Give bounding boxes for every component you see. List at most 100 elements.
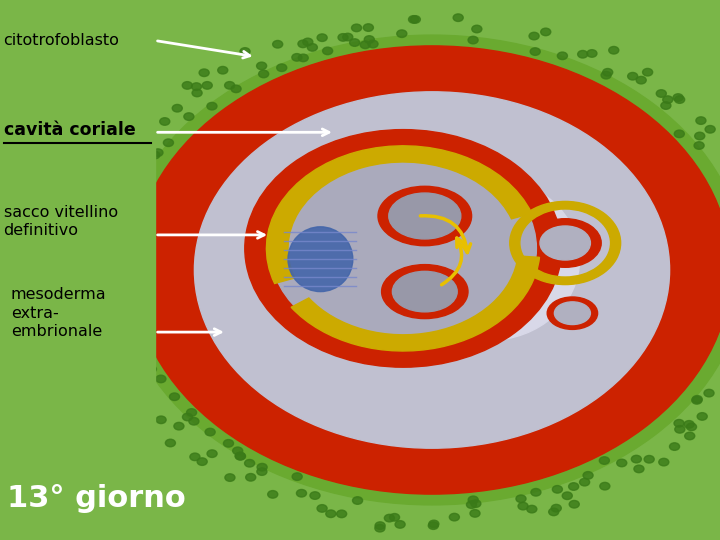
Circle shape [292, 473, 302, 481]
Circle shape [692, 395, 702, 403]
Circle shape [705, 125, 715, 133]
Circle shape [467, 501, 477, 508]
Ellipse shape [288, 227, 353, 292]
Bar [0, 0, 155, 540]
Circle shape [350, 39, 360, 46]
Circle shape [529, 32, 539, 40]
Circle shape [146, 366, 156, 373]
Circle shape [375, 522, 385, 529]
Circle shape [276, 64, 287, 71]
Ellipse shape [392, 271, 457, 312]
Circle shape [240, 48, 250, 55]
Text: 13° giorno: 13° giorno [7, 484, 186, 513]
Circle shape [257, 463, 267, 471]
Circle shape [694, 141, 704, 149]
Circle shape [104, 329, 114, 337]
Circle shape [140, 179, 150, 187]
Circle shape [674, 130, 684, 138]
Circle shape [675, 96, 685, 103]
Circle shape [662, 96, 672, 104]
Circle shape [674, 420, 684, 427]
Circle shape [192, 89, 202, 97]
Circle shape [659, 458, 669, 466]
Circle shape [631, 455, 642, 463]
Circle shape [587, 50, 597, 57]
Circle shape [675, 426, 685, 433]
Circle shape [530, 48, 540, 55]
Circle shape [303, 38, 313, 46]
Ellipse shape [378, 186, 472, 246]
Circle shape [449, 514, 459, 521]
Circle shape [325, 510, 336, 517]
Circle shape [527, 505, 537, 513]
Circle shape [577, 50, 588, 58]
Circle shape [670, 443, 680, 450]
Circle shape [516, 495, 526, 503]
Circle shape [140, 131, 150, 138]
Circle shape [692, 396, 702, 404]
Circle shape [121, 228, 131, 236]
Circle shape [202, 82, 212, 89]
Circle shape [106, 343, 116, 350]
Ellipse shape [529, 219, 601, 267]
Circle shape [336, 510, 346, 518]
Circle shape [194, 92, 670, 448]
Circle shape [205, 428, 215, 436]
Circle shape [384, 514, 395, 522]
Text: mesoderma
extra-
embrionale: mesoderma extra- embrionale [11, 287, 107, 339]
Wedge shape [510, 201, 621, 285]
Circle shape [628, 72, 638, 80]
Ellipse shape [389, 193, 461, 239]
Circle shape [190, 453, 200, 461]
Circle shape [270, 148, 536, 348]
Circle shape [603, 69, 613, 76]
Circle shape [395, 521, 405, 528]
Circle shape [137, 167, 147, 175]
Circle shape [472, 25, 482, 33]
Circle shape [225, 474, 235, 481]
Circle shape [428, 522, 438, 529]
Circle shape [364, 36, 374, 43]
Circle shape [197, 458, 207, 465]
Circle shape [292, 53, 302, 61]
Circle shape [93, 296, 103, 303]
Circle shape [471, 500, 481, 508]
Circle shape [608, 46, 618, 54]
Circle shape [116, 310, 126, 318]
Circle shape [429, 520, 439, 528]
Circle shape [656, 90, 666, 97]
Circle shape [338, 33, 348, 41]
Circle shape [127, 334, 137, 342]
Circle shape [368, 40, 378, 48]
Circle shape [562, 492, 572, 500]
Circle shape [235, 453, 246, 460]
Circle shape [468, 496, 478, 504]
Circle shape [207, 103, 217, 110]
Circle shape [552, 485, 562, 493]
Circle shape [531, 489, 541, 496]
Circle shape [145, 416, 155, 423]
Circle shape [217, 66, 228, 74]
Circle shape [617, 459, 627, 467]
Circle shape [310, 492, 320, 500]
Circle shape [704, 389, 714, 397]
Circle shape [410, 16, 420, 23]
Circle shape [114, 350, 124, 357]
Ellipse shape [540, 226, 590, 260]
Circle shape [107, 342, 117, 350]
Circle shape [696, 117, 706, 124]
Text: citotrofoblasto: citotrofoblasto [4, 33, 120, 48]
Circle shape [163, 139, 174, 146]
Circle shape [105, 213, 115, 221]
Circle shape [468, 36, 478, 44]
Circle shape [182, 82, 192, 89]
Circle shape [199, 69, 210, 77]
Wedge shape [266, 146, 532, 284]
Circle shape [160, 118, 170, 125]
Circle shape [408, 16, 418, 23]
Circle shape [184, 113, 194, 120]
Circle shape [133, 46, 720, 494]
Circle shape [518, 502, 528, 510]
Circle shape [84, 271, 94, 279]
Ellipse shape [382, 265, 468, 319]
